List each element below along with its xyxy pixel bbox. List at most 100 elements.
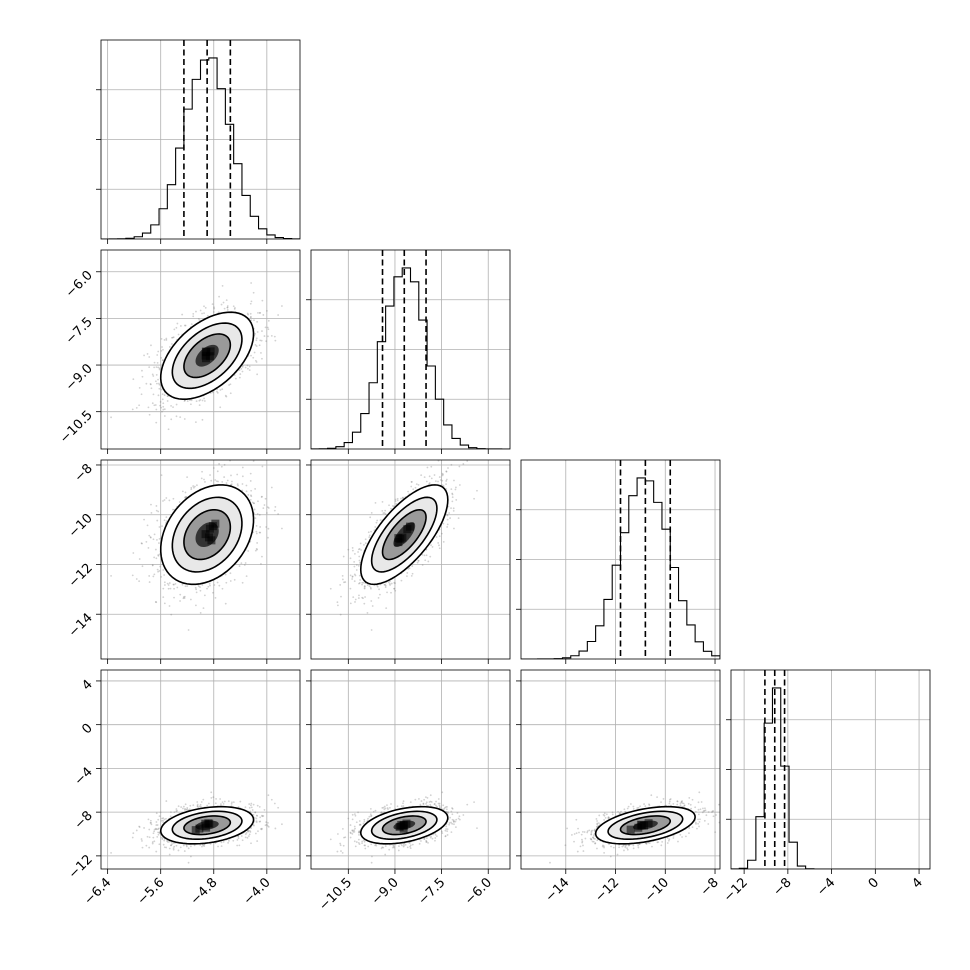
scatter-point (132, 552, 135, 554)
scatter-point (266, 326, 269, 329)
scatter-point (160, 356, 163, 359)
scatter-point (265, 526, 268, 528)
scatter-point (164, 584, 166, 586)
scatter-point (240, 562, 243, 565)
scatter-point (166, 395, 169, 398)
scatter-point (423, 476, 426, 479)
scatter-point (221, 285, 224, 287)
scatter-point (158, 383, 161, 386)
panel-1-0: −10.5−9.0−7.5−6.0 (57, 249, 301, 454)
scatter-point (203, 312, 205, 315)
scatter-point (162, 359, 164, 362)
scatter-point (357, 551, 359, 553)
scatter-point (149, 536, 152, 538)
scatter-point (148, 356, 151, 358)
scatter-point (189, 598, 192, 601)
scatter-point (155, 509, 158, 512)
scatter-point (150, 511, 153, 514)
scatter-point (158, 570, 161, 572)
scatter-point (351, 575, 354, 578)
scatter-point (441, 474, 444, 477)
scatter-point (163, 499, 166, 501)
scatter-point (266, 506, 269, 508)
scatter-point (407, 490, 409, 493)
scatter-point (183, 496, 186, 499)
scatter-point (150, 503, 152, 506)
scatter-point (423, 554, 426, 557)
scatter-point (244, 366, 247, 369)
scatter-point (179, 325, 182, 327)
scatter-point (160, 337, 163, 340)
scatter-point (249, 472, 252, 475)
scatter-point (267, 319, 270, 322)
scatter-point (438, 476, 441, 478)
scatter-point (218, 584, 221, 587)
scatter-point (153, 366, 156, 369)
scatter-point (250, 315, 252, 318)
scatter-point (229, 572, 232, 575)
y-tick-label: −8 (72, 461, 96, 485)
scatter-point (454, 488, 457, 491)
scatter-point (411, 572, 414, 575)
scatter-point (376, 584, 378, 587)
scatter-point (353, 560, 356, 563)
scatter-point (167, 587, 170, 590)
scatter-point (138, 558, 141, 560)
scatter-point (379, 519, 382, 522)
scatter-point (162, 587, 165, 590)
scatter-point (184, 585, 187, 588)
scatter-point (384, 586, 387, 589)
contour-line (171, 496, 243, 573)
scatter-point (135, 578, 138, 580)
scatter-point (208, 582, 211, 585)
scatter-point (254, 332, 257, 335)
scatter-point (155, 557, 158, 560)
scatter-point (267, 527, 270, 530)
scatter-point (197, 317, 200, 320)
scatter-point (339, 613, 342, 616)
scatter-point (157, 394, 160, 397)
scatter-point (149, 383, 152, 386)
scatter-point (370, 511, 373, 514)
scatter-point (273, 509, 276, 512)
scatter-point (170, 418, 173, 421)
scatter-point (448, 512, 451, 514)
y-tick-label: −9.0 (63, 361, 96, 394)
scatter-point (410, 485, 413, 488)
scatter-point (140, 542, 143, 545)
scatter-point (141, 369, 143, 372)
scatter-point (355, 569, 358, 571)
contour-line (171, 322, 243, 390)
scatter-point (339, 584, 342, 586)
scatter-point (138, 386, 141, 389)
scatter-point (194, 586, 197, 589)
scatter-point (212, 591, 214, 594)
scatter-point (389, 580, 391, 583)
scatter-point (194, 421, 197, 424)
scatter-point (159, 404, 162, 407)
scatter-point (190, 399, 193, 402)
scatter-point (224, 602, 227, 605)
scatter-point (441, 484, 444, 487)
scatter-point (255, 530, 258, 533)
scatter-point (160, 474, 163, 477)
scatter-point (428, 482, 431, 484)
scatter-point (162, 500, 164, 502)
scatter-point (186, 585, 189, 588)
scatter-point (336, 601, 339, 604)
scatter-point (148, 575, 151, 577)
scatter-point (388, 582, 391, 585)
scatter-point (421, 553, 424, 556)
scatter-point (390, 582, 393, 585)
scatter-point (158, 367, 161, 370)
scatter-point (265, 512, 268, 514)
scatter-point (445, 470, 448, 473)
scatter-point (366, 612, 369, 614)
scatter-point (157, 554, 160, 557)
scatter-point (203, 400, 206, 402)
scatter-point (143, 518, 145, 521)
scatter-point (248, 365, 251, 368)
scatter-point (168, 499, 171, 502)
scatter-point (254, 488, 257, 490)
scatter-point (223, 307, 226, 310)
